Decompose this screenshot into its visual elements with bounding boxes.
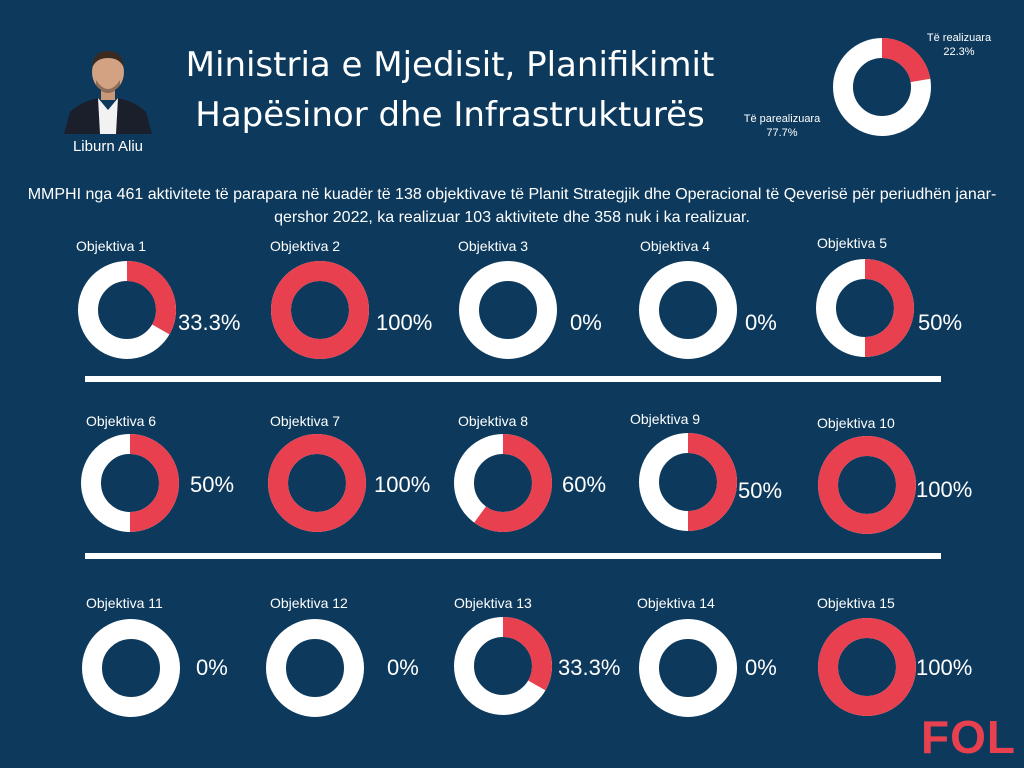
objective-percent: 100%	[916, 655, 973, 680]
summary-realized-value: 22.3%	[943, 46, 975, 58]
objective-donut	[271, 261, 369, 359]
objective-donut	[818, 436, 916, 534]
row-divider	[85, 553, 941, 559]
objective-label: Objektiva 4	[640, 238, 711, 254]
objective-donut-track	[82, 619, 180, 717]
title-line-1: Ministria e Mjedisit, Planifikimit	[185, 45, 715, 85]
objective-percent: 0%	[196, 655, 228, 680]
objective-donut-realized-arc	[818, 436, 916, 534]
summary-unrealized-value: 77.7%	[766, 127, 798, 139]
objective-label: Objektiva 11	[86, 595, 163, 611]
objective-donut-track	[459, 261, 557, 359]
objective-donut	[816, 259, 914, 357]
objective-donut	[459, 261, 557, 359]
objective-percent: 50%	[190, 472, 235, 497]
objective-percent: 33.3%	[558, 655, 621, 680]
objective-donut-realized-arc	[502, 617, 552, 691]
summary-text: MMPHI nga 461 aktivitete të parapara në …	[27, 186, 997, 226]
summary-unrealized-name: Të parealizuara	[743, 113, 821, 125]
objective-donut	[818, 618, 916, 716]
objective-donut	[81, 434, 179, 532]
objective-donut-realized-arc	[126, 261, 176, 335]
objective-label: Objektiva 8	[458, 413, 529, 429]
objective-donut	[639, 619, 737, 717]
objective-label: Objektiva 2	[270, 238, 341, 254]
objective-label: Objektiva 9	[630, 411, 701, 427]
objective-donut	[82, 619, 180, 717]
summary-donut-realized-arc	[881, 38, 931, 83]
objective-label: Objektiva 14	[637, 595, 715, 611]
objective-percent: 0%	[745, 655, 777, 680]
objective-donut	[454, 617, 552, 715]
objective-donut-realized-arc	[864, 259, 914, 357]
objective-label: Objektiva 1	[76, 238, 147, 254]
objective-label: Objektiva 13	[454, 595, 532, 611]
row-divider	[85, 376, 941, 382]
objective-donut	[268, 434, 366, 532]
objective-donut-realized-arc	[129, 434, 179, 532]
page-title: Ministria e Mjedisit, Planifikimit Hapës…	[150, 40, 750, 140]
objective-percent: 33.3%	[178, 310, 241, 335]
summary-donut-chart	[833, 38, 931, 136]
objective-donut-realized-arc	[474, 434, 552, 532]
objective-donut-track	[266, 619, 364, 717]
objective-donut-realized-arc	[268, 434, 366, 532]
objective-donut-realized-arc	[271, 261, 369, 359]
objective-donut	[639, 261, 737, 359]
objective-label: Objektiva 5	[817, 235, 888, 251]
objective-donut-track	[639, 261, 737, 359]
objective-percent: 0%	[570, 310, 602, 335]
objective-label: Objektiva 3	[458, 238, 529, 254]
objective-donut	[639, 433, 737, 531]
objective-percent: 100%	[916, 477, 973, 502]
objective-percent: 50%	[738, 478, 783, 503]
objective-percent: 60%	[562, 472, 607, 497]
summary-unrealized-label: Të parealizuara 77.7%	[730, 112, 834, 140]
objective-percent: 50%	[918, 310, 963, 335]
title-line-2: Hapësinor dhe Infrastrukturës	[195, 95, 705, 135]
objective-donut	[454, 434, 552, 532]
objective-label: Objektiva 12	[270, 595, 348, 611]
objective-percent: 0%	[745, 310, 777, 335]
objective-percent: 100%	[374, 472, 431, 497]
objective-label: Objektiva 10	[817, 415, 895, 431]
objective-donut	[78, 261, 176, 359]
objective-donut-track	[639, 619, 737, 717]
fol-logo: FOL	[921, 711, 1016, 763]
summary-realized-name: Të realizuara	[926, 32, 992, 44]
objective-label: Objektiva 6	[86, 413, 157, 429]
person-name: Liburn Aliu	[72, 138, 144, 155]
summary-realized-label: Të realizuara 22.3%	[926, 31, 992, 59]
objective-donut	[266, 619, 364, 717]
objective-percent: 100%	[376, 310, 433, 335]
objective-label: Objektiva 7	[270, 413, 341, 429]
objective-donut-realized-arc	[818, 618, 916, 716]
objective-donut-realized-arc	[687, 433, 737, 531]
objective-percent: 0%	[387, 655, 419, 680]
minister-photo	[60, 38, 156, 134]
objective-label: Objektiva 15	[817, 595, 895, 611]
